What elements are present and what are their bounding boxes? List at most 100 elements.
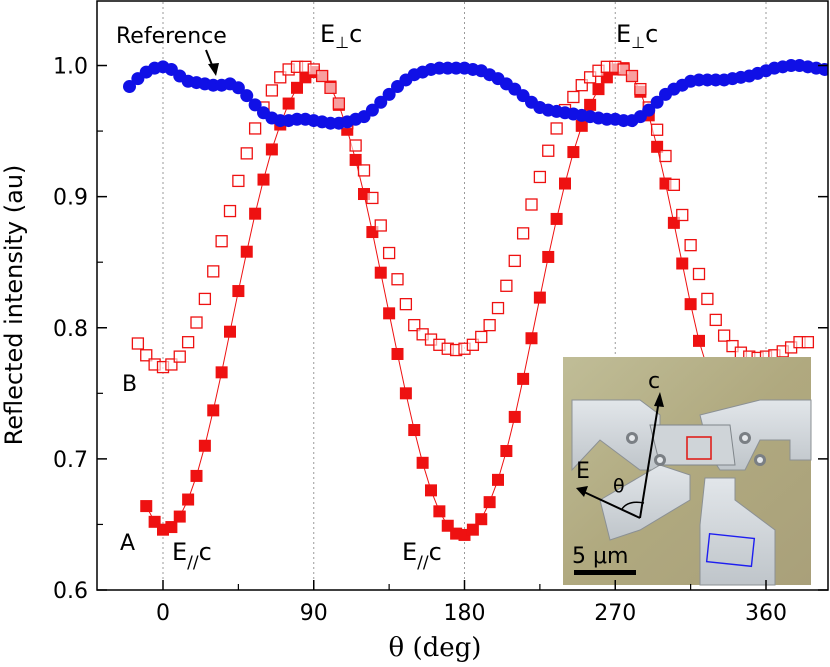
series-a-point (224, 325, 236, 338)
series-b-point (726, 339, 739, 353)
series-b-point (701, 292, 714, 306)
series-reference-point (231, 81, 245, 95)
series-b-point (408, 318, 421, 332)
e-field-arrowhead (576, 486, 588, 497)
y-tick-label: 0.6 (53, 579, 88, 604)
series-a-point (232, 285, 245, 298)
series-a-point (592, 83, 605, 96)
series-a-point (533, 291, 546, 304)
series-a-point (173, 510, 186, 523)
reference-label: Reference (116, 24, 227, 49)
series-b-point (207, 265, 220, 278)
series-a-label: A (120, 531, 135, 556)
series-reference-point (240, 89, 254, 103)
series-b-point (466, 338, 480, 351)
series-a-point (249, 207, 262, 220)
series-b-point (140, 349, 153, 362)
series-b-point (232, 174, 245, 188)
series-b-point (500, 279, 513, 292)
series-b-point (709, 313, 722, 327)
series-a-point (140, 500, 153, 513)
series-b-point (324, 81, 337, 94)
series-a-point (525, 332, 538, 345)
series-b-point (315, 69, 329, 83)
series-a-point (567, 146, 580, 159)
scale-bar (574, 570, 636, 575)
y-tick-label: 0.8 (53, 317, 88, 342)
series-b-point (659, 149, 672, 163)
series-b-point (634, 82, 647, 96)
series-a-point (391, 347, 404, 360)
series-a-point (215, 366, 228, 379)
series-b-label: B (122, 372, 137, 397)
series-b-point (491, 301, 505, 315)
series-b-point (374, 219, 387, 232)
x-axis-ticks: 0 90 180 270 360 (156, 580, 787, 626)
y-axis-ticks: 0.6 0.7 0.8 0.9 1.0 (53, 55, 828, 604)
series-a-point (676, 257, 689, 270)
series-b-point (274, 71, 287, 84)
series-b-point (508, 254, 521, 268)
c-axis-arrow (639, 399, 660, 519)
series-a-point (240, 245, 253, 258)
series-b-point (533, 170, 547, 184)
x-tick-label: 90 (300, 601, 328, 626)
series-b-point (525, 198, 538, 211)
series-b-point (399, 298, 413, 311)
series-b-point (190, 316, 203, 329)
series-a-point (433, 505, 446, 518)
series-b-point (617, 63, 630, 76)
series-b-point (349, 139, 362, 152)
series-b-point (483, 318, 496, 332)
x-tick-label: 0 (156, 601, 170, 626)
series-b-point (240, 147, 253, 160)
series-a-point (190, 469, 203, 482)
inset-micrograph: c E θ 5 μm (563, 357, 812, 586)
inset-theta-label: θ (613, 475, 625, 497)
y-tick-label: 0.7 (53, 448, 88, 473)
series-a-point (349, 153, 362, 166)
series-a-point (265, 143, 278, 156)
inset-c-label: c (648, 369, 660, 394)
series-b-point (248, 122, 262, 135)
series-a-point (550, 212, 563, 225)
series-b-point (650, 123, 664, 136)
e-par-label-2: E//c (402, 538, 442, 573)
series-a-point (559, 177, 571, 190)
series-a-point (517, 372, 530, 385)
series-b-point (583, 71, 597, 84)
series-b-point (542, 144, 555, 157)
series-a-point (693, 334, 705, 347)
e-par-label-1: E//c (172, 538, 212, 573)
e-field-arrow (583, 491, 641, 519)
series-a-point (182, 493, 195, 506)
series-a-point (684, 298, 697, 311)
series-a-point (374, 266, 387, 279)
x-tick-label: 270 (594, 601, 636, 626)
series-b-point (332, 97, 346, 110)
series-b-point (181, 336, 195, 349)
series-b-point (625, 69, 639, 83)
x-tick-label: 180 (444, 601, 486, 626)
series-a-point (492, 473, 504, 486)
reference-arrowhead (208, 63, 219, 76)
series-reference-markers (123, 59, 828, 130)
series-b-point (131, 337, 145, 350)
series-a-point (651, 140, 664, 153)
series-b-point (215, 235, 228, 248)
inset-blue-box (705, 533, 756, 568)
series-a-point (483, 496, 496, 509)
series-a-point (282, 97, 295, 110)
x-axis-label: θ (deg) (389, 633, 482, 663)
series-b-point (692, 267, 706, 281)
series-b-point (173, 350, 186, 363)
series-a-point (257, 173, 270, 186)
series-b-point (516, 227, 530, 240)
e-perp-label-1: E⊥c (320, 20, 362, 52)
series-a-point (165, 521, 178, 534)
series-reference-point (374, 95, 388, 109)
series-a-point (198, 439, 211, 452)
inset-electrodes (571, 399, 812, 586)
y-tick-label: 1.0 (53, 55, 88, 80)
